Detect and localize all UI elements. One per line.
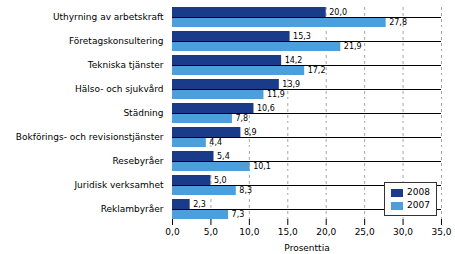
html-text:2008: 2008 bbox=[407, 187, 430, 197]
svg-text:14,2: 14,2 bbox=[285, 56, 303, 65]
html-text:2007: 2007 bbox=[407, 200, 430, 210]
svg-text:Prosenttia: Prosenttia bbox=[284, 243, 329, 253]
svg-text:Resebyråer: Resebyråer bbox=[112, 156, 163, 166]
svg-text:5,4: 5,4 bbox=[217, 152, 230, 161]
svg-text:4,4: 4,4 bbox=[209, 138, 222, 147]
svg-text:5,0: 5,0 bbox=[214, 176, 227, 185]
svg-text:7,8: 7,8 bbox=[235, 114, 248, 123]
svg-text:15,0: 15,0 bbox=[278, 227, 298, 237]
svg-text:35,0: 35,0 bbox=[431, 227, 451, 237]
svg-text:Uthyrning av arbetskraft: Uthyrning av arbetskraft bbox=[53, 12, 164, 22]
svg-text:21,9: 21,9 bbox=[344, 42, 362, 51]
svg-text:7,3: 7,3 bbox=[232, 210, 245, 219]
svg-text:30,0: 30,0 bbox=[393, 227, 413, 237]
svg-text:Reklambyråer: Reklambyråer bbox=[101, 204, 164, 214]
svg-text:2,3: 2,3 bbox=[193, 200, 206, 209]
svg-text:Juridisk verksamhet: Juridisk verksamhet bbox=[73, 180, 164, 190]
svg-text:Städning: Städning bbox=[123, 108, 163, 118]
svg-text:Företagskonsultering: Företagskonsultering bbox=[69, 36, 164, 46]
svg-text:10,1: 10,1 bbox=[253, 162, 271, 171]
svg-text:20,0: 20,0 bbox=[316, 227, 336, 237]
svg-text:27,8: 27,8 bbox=[389, 18, 407, 27]
svg-text:Tekniska tjänster: Tekniska tjänster bbox=[87, 60, 164, 70]
svg-text:Hälso- och sjukvård: Hälso- och sjukvård bbox=[75, 84, 163, 94]
svg-text:10,0: 10,0 bbox=[239, 227, 259, 237]
svg-text:17,2: 17,2 bbox=[308, 66, 326, 75]
svg-text:13,9: 13,9 bbox=[282, 80, 300, 89]
svg-text:15,3: 15,3 bbox=[293, 32, 311, 41]
svg-text:5,0: 5,0 bbox=[204, 227, 219, 237]
svg-text:10,6: 10,6 bbox=[257, 104, 275, 113]
svg-text:25,0: 25,0 bbox=[355, 227, 375, 237]
svg-text:8,3: 8,3 bbox=[239, 186, 252, 195]
svg-text:20,0: 20,0 bbox=[329, 8, 347, 17]
svg-text:Bokförings- och revisionstjäns: Bokförings- och revisionstjänster bbox=[16, 132, 164, 142]
svg-text:11,9: 11,9 bbox=[267, 90, 285, 99]
svg-text:0,0: 0,0 bbox=[165, 227, 180, 237]
svg-text:8,9: 8,9 bbox=[244, 128, 257, 137]
